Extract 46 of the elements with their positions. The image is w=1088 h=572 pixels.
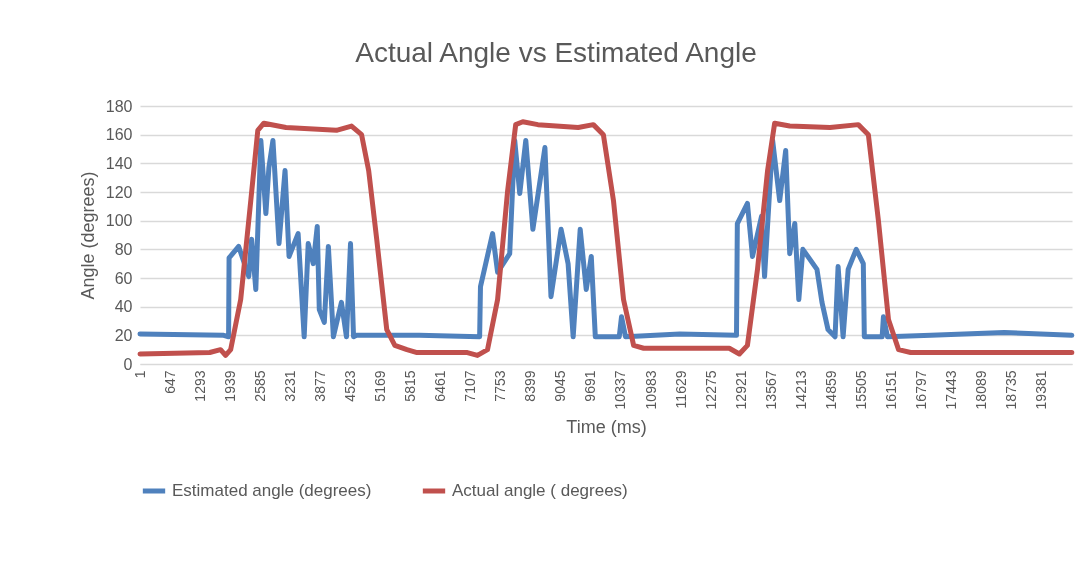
y-tick-label: 140 [105, 154, 133, 172]
x-tick-label: 3877 [311, 370, 328, 402]
x-tick-label: 17443 [943, 370, 960, 410]
x-tick-label: 19381 [1033, 370, 1050, 410]
x-tick-label: 4523 [341, 370, 358, 402]
x-tick-label: 11629 [672, 370, 689, 409]
y-tick-label: 40 [114, 298, 133, 316]
x-tick-label: 9691 [582, 370, 599, 402]
x-tick-label: 14213 [792, 370, 809, 410]
legend-label: Estimated angle (degrees) [172, 481, 372, 500]
x-tick-label: 10983 [642, 370, 659, 410]
x-tick-label: 1 [131, 370, 148, 379]
x-axis-title: Time (ms) [566, 417, 647, 438]
x-tick-label: 5815 [402, 370, 419, 402]
x-tick-label: 15505 [852, 370, 869, 410]
x-tick-label: 1293 [191, 370, 208, 402]
y-tick-label: 180 [105, 97, 133, 115]
x-tick-label: 18089 [973, 370, 990, 410]
x-tick-label: 1939 [221, 370, 238, 402]
y-tick-label: 60 [114, 269, 133, 287]
chart-title: Actual Angle vs Estimated Angle [355, 37, 757, 68]
x-tick-label: 5169 [371, 370, 388, 402]
y-tick-label: 80 [114, 240, 133, 258]
x-tick-label: 3231 [281, 370, 298, 402]
legend-label: Actual angle ( degrees) [452, 481, 628, 500]
x-tick-label: 18735 [1003, 370, 1020, 410]
x-tick-label: 8399 [522, 370, 539, 402]
y-tick-label: 160 [105, 126, 133, 144]
x-tick-label: 16151 [883, 370, 899, 410]
y-tick-label: 120 [105, 183, 133, 201]
y-tick-label: 0 [123, 355, 133, 373]
x-tick-label: 16797 [913, 370, 930, 410]
y-tick-label: 20 [114, 326, 133, 344]
x-tick-label: 12275 [702, 370, 719, 410]
x-tick-label: 2585 [251, 370, 268, 402]
x-tick-label: 7107 [462, 370, 479, 402]
x-tick-label: 647 [161, 370, 178, 394]
y-tick-label: 100 [105, 212, 133, 230]
x-tick-label: 9045 [552, 370, 569, 402]
y-axis-title: Angle (degrees) [77, 171, 98, 300]
x-tick-label: 13567 [762, 370, 779, 410]
x-tick-label: 7753 [492, 370, 509, 402]
x-tick-label: 12921 [732, 370, 749, 410]
x-tick-label: 6461 [432, 370, 449, 402]
x-tick-label: 10337 [612, 370, 629, 410]
x-tick-label: 14859 [822, 370, 839, 410]
